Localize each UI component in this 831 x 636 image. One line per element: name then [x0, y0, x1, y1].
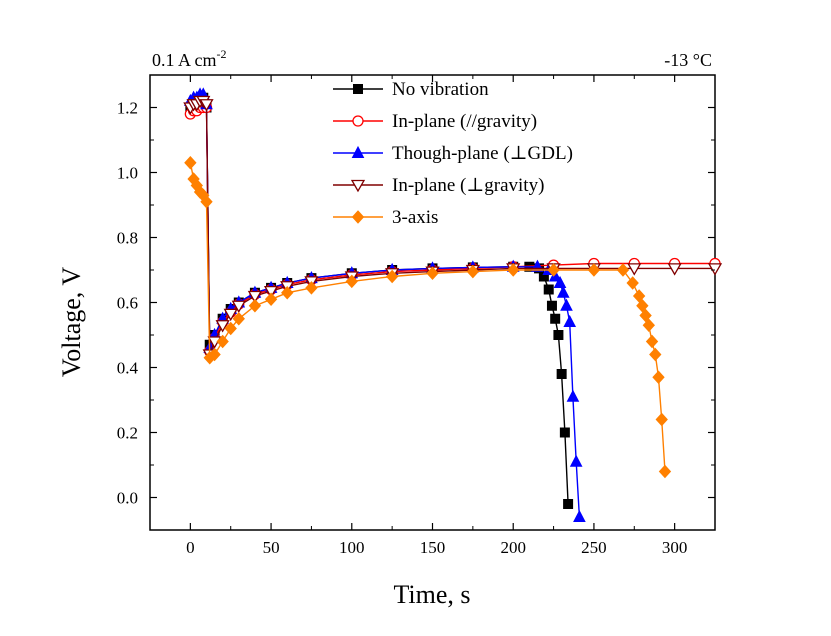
data-point — [224, 321, 237, 336]
data-point — [587, 263, 601, 277]
data-point — [645, 334, 659, 349]
data-point — [559, 427, 570, 438]
series-5 — [184, 156, 672, 479]
current-density-prefix: 0.1 A cm — [152, 50, 217, 70]
data-point — [385, 269, 399, 284]
series-4 — [183, 95, 723, 362]
data-point — [626, 276, 639, 290]
current-density-exponent: -2 — [217, 47, 227, 61]
series-line — [189, 100, 715, 355]
data-point — [184, 156, 197, 170]
x-tick-label: 150 — [420, 538, 446, 557]
data-point — [616, 263, 630, 277]
data-point — [639, 308, 652, 323]
y-tick-label: 1.2 — [117, 99, 138, 118]
y-tick-label: 0.2 — [117, 424, 138, 443]
data-point — [200, 195, 213, 209]
current-density-label: 0.1 A cm-2 — [152, 47, 227, 70]
data-point — [538, 271, 549, 282]
data-point — [223, 308, 238, 322]
data-point — [345, 274, 358, 289]
legend-marker — [352, 115, 364, 127]
data-point — [248, 299, 262, 313]
x-tick-label: 250 — [581, 538, 607, 557]
data-point — [553, 330, 564, 340]
y-tick-label: 0.0 — [117, 489, 138, 508]
data-point — [556, 285, 570, 298]
data-point — [264, 292, 278, 306]
data-point — [655, 412, 668, 427]
axes: 0 50 100 150 200 250 300 0.0 0.2 0.4 0.6 0.8 1.0 1.2 — [117, 75, 715, 557]
legend-marker — [351, 145, 365, 158]
data-point — [507, 263, 520, 277]
legend-marker — [351, 210, 365, 224]
x-tick-label: 50 — [263, 538, 280, 557]
y-tick-label: 1.0 — [117, 164, 138, 183]
legend-label: In-plane (⊥gravity) — [392, 175, 544, 196]
data-point — [199, 99, 214, 112]
data-point — [553, 275, 567, 288]
y-tick-label: 0.8 — [117, 229, 138, 248]
data-point — [563, 499, 574, 509]
legend-label: Though-plane (⊥GDL) — [392, 143, 573, 164]
data-point — [563, 314, 577, 327]
data-point — [556, 369, 567, 379]
data-point — [247, 290, 263, 304]
data-point — [649, 347, 662, 362]
data-point — [231, 300, 246, 314]
data-point — [550, 313, 561, 324]
data-point — [216, 334, 229, 349]
y-tick-label: 0.4 — [117, 359, 139, 378]
legend-label: 3-axis — [392, 207, 438, 228]
x-tick-label: 200 — [500, 538, 526, 557]
data-point — [707, 263, 723, 276]
y-tick-label: 0.6 — [117, 294, 138, 313]
data-point — [426, 266, 439, 280]
x-tick-label: 100 — [339, 538, 365, 557]
series-layer — [183, 87, 723, 522]
data-point — [543, 284, 554, 295]
data-point — [566, 389, 580, 402]
data-point — [569, 454, 583, 467]
data-point — [546, 300, 557, 311]
legend-marker — [350, 179, 366, 193]
data-point — [636, 299, 649, 313]
data-point — [548, 269, 562, 282]
data-point — [560, 298, 573, 311]
data-point — [281, 286, 294, 300]
data-point — [658, 464, 672, 479]
legend: No vibration In-plane (//gravity) Though-p… — [333, 79, 573, 228]
data-point — [215, 320, 230, 333]
data-point — [208, 347, 221, 362]
data-point — [627, 263, 642, 276]
legend-label: In-plane (//gravity) — [392, 111, 537, 132]
data-point — [667, 263, 682, 276]
data-point — [573, 509, 586, 522]
x-tick-label: 0 — [186, 538, 195, 557]
data-point — [305, 281, 318, 295]
y-axis-title: Voltage, V — [57, 267, 86, 377]
temperature-label: -13 °C — [664, 50, 712, 70]
data-point — [466, 264, 480, 279]
x-tick-label: 300 — [662, 538, 688, 557]
series-2 — [184, 101, 721, 357]
data-point — [232, 312, 245, 326]
data-point — [652, 370, 665, 384]
data-point — [547, 263, 560, 277]
legend-label: No vibration — [392, 79, 489, 100]
legend-marker — [353, 84, 363, 94]
data-point — [632, 289, 646, 303]
data-point — [263, 285, 279, 299]
data-point — [642, 318, 655, 332]
x-axis-title: Time, s — [393, 580, 470, 609]
